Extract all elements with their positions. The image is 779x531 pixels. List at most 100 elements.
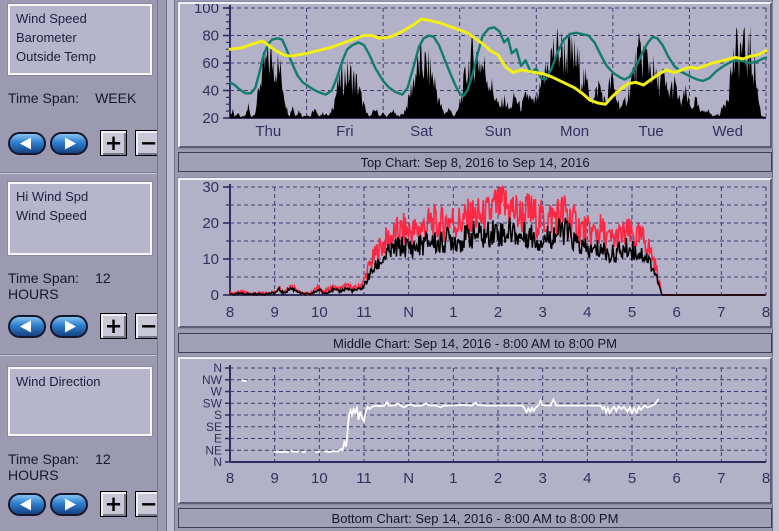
svg-text:10: 10 — [311, 470, 328, 487]
svg-text:SE: SE — [206, 420, 222, 434]
right-edge-strip — [772, 0, 779, 531]
svg-text:7: 7 — [717, 470, 725, 487]
svg-text:0: 0 — [211, 287, 219, 304]
bottom-chart-caption: Bottom Chart: Sep 14, 2016 - 8:00 AM to … — [178, 508, 772, 528]
graph-list-item[interactable]: Wind Direction — [16, 374, 101, 389]
bottom-chart-panel: N NW W SW S SE E NE N 8 9 10 11 N 1 2 3 4 5 6 7 8 — [178, 357, 772, 504]
svg-text:9: 9 — [270, 304, 278, 321]
svg-text:11: 11 — [356, 304, 372, 321]
graph-list-item[interactable]: Barometer — [16, 30, 77, 45]
middle-chart-panel: 0 10 20 30 8 9 10 11 N 1 2 3 4 5 6 7 8 — [178, 178, 772, 328]
top-chart-caption: Top Chart: Sep 8, 2016 to Sep 14, 2016 — [178, 152, 772, 172]
svg-text:1: 1 — [449, 470, 457, 487]
back-button[interactable] — [8, 492, 46, 516]
top-graph-list[interactable]: Wind Speed Barometer Outside Temp — [8, 4, 152, 75]
svg-text:Mon: Mon — [560, 123, 589, 140]
middle-chart-canvas: 0 10 20 30 8 9 10 11 N 1 2 3 4 5 6 7 8 — [202, 179, 770, 321]
svg-text:W: W — [211, 385, 223, 399]
svg-text:N: N — [403, 304, 414, 321]
svg-text:20: 20 — [202, 110, 219, 127]
graph-list-item[interactable]: Wind Speed — [16, 208, 87, 223]
svg-text:SW: SW — [203, 396, 223, 410]
svg-text:100: 100 — [194, 4, 219, 17]
top-nav-controls: + − — [8, 130, 162, 156]
svg-text:40: 40 — [202, 83, 219, 100]
time-span-label: Time Span: — [8, 451, 80, 467]
svg-text:Wed: Wed — [712, 123, 743, 140]
svg-text:4: 4 — [583, 304, 591, 321]
svg-text:Sat: Sat — [410, 123, 433, 140]
middle-graph-list[interactable]: Hi Wind Spd Wind Speed — [8, 182, 152, 255]
svg-text:5: 5 — [628, 304, 636, 321]
graph-list-item[interactable]: Hi Wind Spd — [16, 189, 89, 204]
sidebar: Wind Speed Barometer Outside Temp Time Spa… — [0, 0, 162, 531]
sidebar-chart-divider — [157, 0, 179, 531]
bottom-chart-controls: Wind Direction Time Span: 12 HOURS + − — [0, 354, 162, 531]
bottom-nav-controls: + − — [8, 491, 162, 517]
svg-text:E: E — [214, 432, 222, 446]
svg-text:10: 10 — [202, 251, 219, 268]
svg-text:Sun: Sun — [485, 123, 512, 140]
middle-nav-controls: + − — [8, 313, 162, 339]
svg-text:30: 30 — [202, 180, 219, 196]
svg-text:5: 5 — [628, 470, 636, 487]
caption-text: Bottom Chart: Sep 14, 2016 - 8:00 AM to … — [331, 510, 619, 526]
svg-text:20: 20 — [202, 215, 219, 232]
svg-text:3: 3 — [538, 470, 546, 487]
middle-chart-controls: Hi Wind Spd Wind Speed Time Span: 12 HOURS… — [0, 172, 162, 354]
svg-text:N: N — [213, 361, 222, 375]
top-chart-canvas: 20 40 60 80 100 Thu Fri Sat Sun Mon Tue Wed — [194, 0, 768, 140]
top-chart-controls: Wind Speed Barometer Outside Temp Time Spa… — [0, 0, 162, 171]
graph-list-item[interactable]: Wind Speed — [16, 11, 87, 26]
svg-text:80: 80 — [202, 28, 219, 45]
svg-text:4: 4 — [583, 470, 591, 487]
middle-time-span: Time Span: 12 HOURS — [8, 270, 157, 302]
time-span-label: Time Span: — [8, 270, 80, 286]
svg-text:60: 60 — [202, 55, 219, 72]
top-time-span: Time Span: WEEK — [8, 90, 157, 106]
caption-text: Middle Chart: Sep 14, 2016 - 8:00 AM to … — [333, 335, 617, 351]
svg-text:3: 3 — [538, 304, 546, 321]
svg-text:2: 2 — [494, 470, 502, 487]
forward-button[interactable] — [50, 492, 88, 516]
svg-text:NW: NW — [202, 373, 223, 387]
svg-text:2: 2 — [494, 304, 502, 321]
time-span-value: WEEK — [95, 90, 137, 106]
caption-text: Top Chart: Sep 8, 2016 to Sep 14, 2016 — [360, 154, 590, 170]
svg-text:6: 6 — [672, 470, 680, 487]
svg-text:11: 11 — [356, 470, 372, 487]
forward-button[interactable] — [50, 314, 88, 338]
svg-text:8: 8 — [226, 304, 234, 321]
forward-button[interactable] — [50, 131, 88, 155]
bottom-time-span: Time Span: 12 HOURS — [8, 451, 157, 483]
graph-list-item[interactable]: Outside Temp — [16, 49, 96, 64]
top-chart-panel: 20 40 60 80 100 Thu Fri Sat Sun Mon Tue Wed — [178, 0, 772, 148]
svg-text:N: N — [213, 455, 222, 469]
middle-chart-caption: Middle Chart: Sep 14, 2016 - 8:00 AM to … — [178, 333, 772, 353]
svg-text:8: 8 — [762, 470, 770, 487]
svg-text:8: 8 — [762, 304, 770, 321]
time-span-value: 12 HOURS — [8, 270, 111, 302]
zoom-in-button[interactable]: + — [100, 313, 127, 339]
zoom-in-button[interactable]: + — [100, 491, 127, 517]
svg-text:N: N — [403, 470, 414, 487]
svg-text:10: 10 — [311, 304, 328, 321]
back-button[interactable] — [8, 314, 46, 338]
back-button[interactable] — [8, 131, 46, 155]
divider-rail — [166, 0, 175, 531]
svg-text:8: 8 — [226, 470, 234, 487]
svg-text:Fri: Fri — [336, 123, 354, 140]
svg-text:9: 9 — [270, 470, 278, 487]
time-span-label: Time Span: — [8, 90, 80, 106]
svg-text:6: 6 — [672, 304, 680, 321]
svg-text:Tue: Tue — [638, 123, 663, 140]
svg-text:NE: NE — [205, 443, 222, 457]
svg-text:S: S — [214, 408, 222, 422]
zoom-in-button[interactable]: + — [100, 130, 127, 156]
svg-text:Thu: Thu — [255, 123, 281, 140]
bottom-graph-list[interactable]: Wind Direction — [8, 367, 152, 436]
svg-text:1: 1 — [449, 304, 457, 321]
svg-text:7: 7 — [717, 304, 725, 321]
